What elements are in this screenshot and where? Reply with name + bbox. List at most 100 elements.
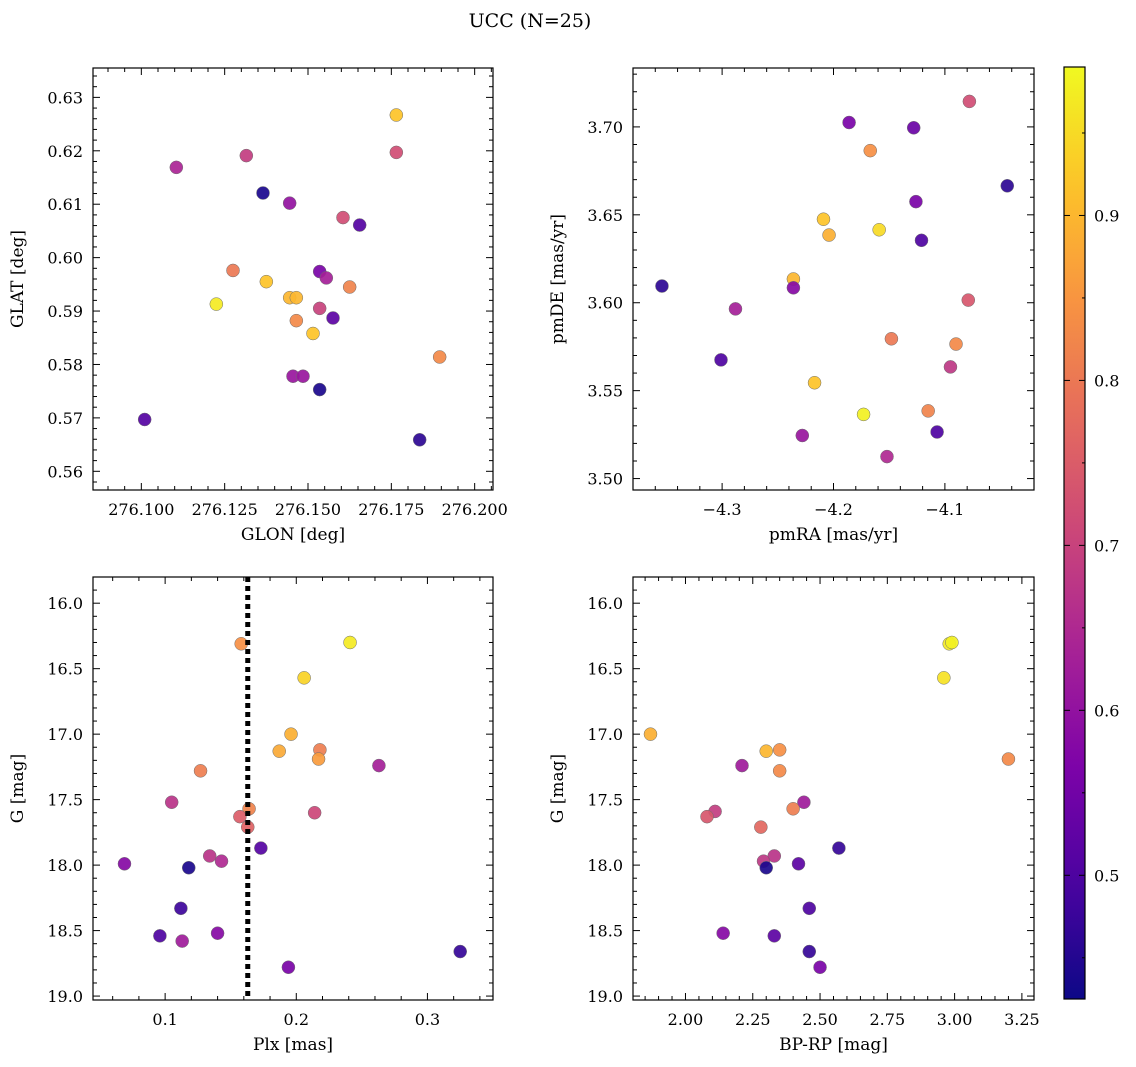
y-tick-label: 3.60	[587, 294, 623, 313]
y-tick-label: 17.5	[587, 791, 623, 810]
scatter-point	[372, 758, 386, 773]
scatter-point	[412, 433, 427, 447]
y-tick-label: 16.5	[587, 660, 623, 679]
y-tick-label: 0.56	[47, 462, 83, 481]
scatter-point	[137, 412, 152, 427]
scatter-point	[209, 297, 224, 311]
y-axis-label: GLAT [deg]	[8, 230, 28, 328]
y-tick-label: 3.65	[587, 206, 623, 225]
scatter-point	[759, 744, 773, 758]
scatter-point	[284, 727, 298, 741]
colorbar-tick-label: 0.9	[1094, 206, 1119, 225]
x-tick-label: −4.3	[703, 500, 742, 519]
points-glon_glat	[137, 108, 447, 447]
scatter-point	[906, 121, 921, 135]
y-tick-label: 18.0	[47, 856, 83, 875]
scatter-point	[914, 233, 929, 248]
y-tick-label: 18.5	[47, 922, 83, 941]
x-tick-label: 2.50	[802, 1010, 838, 1029]
y-axis-label: pmDE [mas/yr]	[548, 214, 568, 344]
scatter-point	[169, 160, 184, 175]
x-tick-label: 2.75	[870, 1010, 906, 1029]
scatter-point	[961, 293, 976, 307]
figure-title: UCC (N=25)	[469, 10, 592, 32]
y-tick-label: 3.70	[587, 118, 623, 137]
ticks-glon_glat: 276.100 276.125 276.150 276.175 276.200 0.56 0…	[47, 68, 508, 519]
colorbar-gradient	[1064, 67, 1085, 999]
scatter-point	[807, 375, 822, 390]
scatter-point	[813, 960, 827, 975]
y-tick-label: 16.0	[587, 594, 623, 613]
scatter-point	[856, 407, 871, 422]
x-tick-label: 0.2	[284, 1010, 309, 1029]
y-tick-label: 0.62	[47, 142, 83, 161]
y-tick-label: 16.0	[47, 594, 83, 613]
scatter-point	[949, 337, 963, 351]
scatter-point	[921, 404, 935, 418]
scatter-point	[842, 115, 856, 130]
scatter-point	[643, 727, 658, 741]
scatter-point	[655, 279, 669, 293]
x-tick-label: 2.00	[668, 1010, 704, 1029]
y-tick-label: 0.63	[47, 88, 83, 107]
colorbar-tick-label: 0.6	[1094, 701, 1119, 720]
y-tick-label: 19.0	[587, 987, 623, 1006]
scatter-point	[786, 281, 801, 295]
scatter-point	[795, 428, 810, 443]
y-tick-label: 0.58	[47, 355, 83, 374]
x-tick-label: 276.200	[442, 500, 508, 519]
scatter-point	[117, 857, 132, 871]
subplot-pm: −4.3 −4.2 −4.1 3.50 3.55 3.60 3.65 3.70 pmRA [ma…	[548, 67, 1035, 545]
x-tick-label: 276.175	[358, 500, 424, 519]
axes-frame	[92, 67, 494, 491]
scatter-point	[945, 635, 959, 650]
scatter-point	[937, 671, 951, 685]
scatter-point	[714, 353, 728, 367]
scatter-point	[909, 194, 923, 209]
scatter-point	[181, 860, 196, 875]
scatter-point	[962, 94, 977, 109]
scatter-point	[153, 929, 167, 943]
scatter-point	[326, 311, 340, 325]
colorbar-tick-label: 0.7	[1094, 536, 1119, 555]
y-tick-label: 0.61	[47, 195, 83, 214]
scatter-point	[735, 758, 749, 773]
scatter-point	[389, 108, 404, 122]
scatter-point	[880, 449, 894, 464]
colorbar-tick-label: 0.5	[1094, 866, 1119, 885]
points-pm	[655, 94, 1015, 464]
scatter-point	[282, 196, 297, 210]
scatter-point	[319, 271, 334, 285]
scatter-point	[233, 809, 247, 824]
scatter-point	[943, 360, 958, 374]
scatter-point	[822, 228, 836, 242]
axes-frame	[632, 576, 1035, 1001]
scatter-point	[312, 301, 327, 316]
scatter-point	[802, 944, 817, 959]
scatter-point	[432, 350, 447, 364]
x-tick-label: −4.1	[925, 500, 964, 519]
scatter-point	[289, 290, 304, 305]
scatter-point	[289, 313, 304, 328]
scatter-point	[453, 944, 467, 959]
scatter-point	[306, 326, 320, 341]
scatter-point	[772, 764, 787, 778]
scatter-point	[1001, 752, 1016, 766]
ticks-color_g: 2.00 2.25 2.50 2.75 3.00 3.25 16.0 16.5 17.0 17.5…	[587, 577, 1040, 1029]
scatter-point	[759, 860, 773, 875]
scatter-point	[352, 218, 367, 232]
y-tick-label: 0.60	[47, 249, 83, 268]
points-color_g	[643, 635, 1016, 975]
y-tick-label: 3.55	[587, 382, 623, 401]
y-tick-label: 17.5	[47, 791, 83, 810]
x-axis-label: Plx [mas]	[253, 1035, 333, 1055]
scatter-point	[214, 854, 229, 868]
y-axis-label: G [mag]	[8, 754, 28, 823]
points-plx_g	[117, 635, 467, 975]
x-tick-label: 2.25	[735, 1010, 771, 1029]
scatter-point	[296, 369, 310, 383]
scatter-point	[797, 795, 811, 809]
x-tick-label: 0.3	[415, 1010, 440, 1029]
scatter-point	[281, 960, 296, 975]
